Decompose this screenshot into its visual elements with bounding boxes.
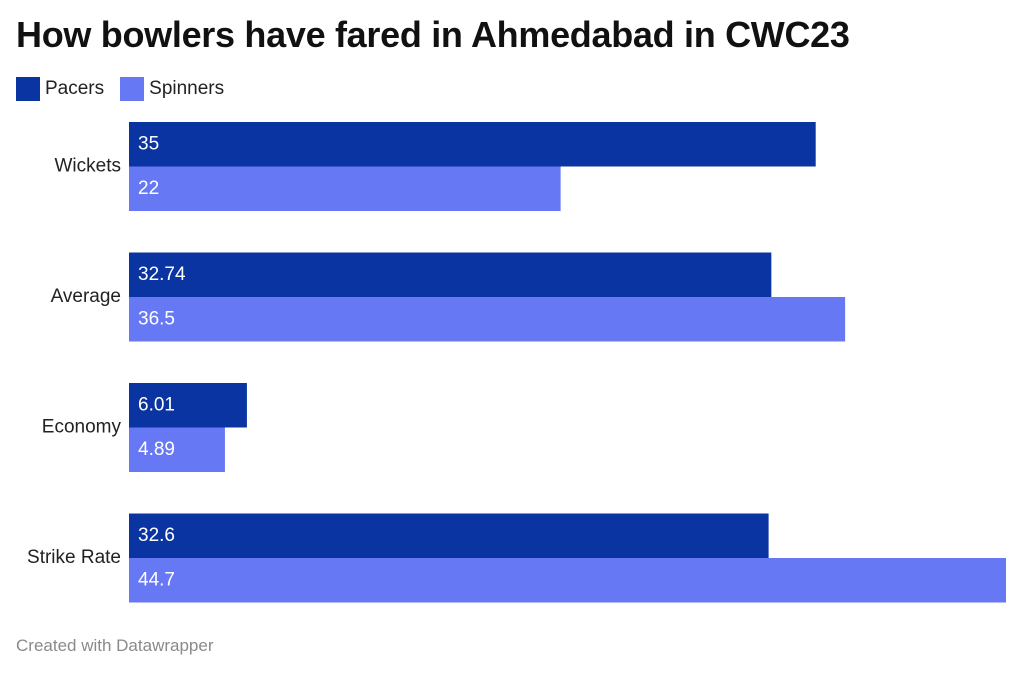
legend-swatch-pacers <box>16 77 40 101</box>
category-label-average: Average <box>51 286 121 307</box>
value-label-spinners-strike-rate: 44.7 <box>138 569 175 590</box>
value-label-pacers-average: 32.74 <box>138 264 186 285</box>
bar-pacers-economy <box>129 383 247 428</box>
legend-label-spinners: Spinners <box>149 78 225 99</box>
category-label-strike-rate: Strike Rate <box>27 547 121 568</box>
bar-pacers-average <box>129 252 772 297</box>
bar-spinners-wickets <box>129 166 561 211</box>
value-label-spinners-wickets: 22 <box>138 178 159 199</box>
value-label-spinners-average: 36.5 <box>138 308 175 329</box>
legend-swatch-spinners <box>120 77 145 101</box>
legend-item-pacers: Pacers <box>16 77 104 101</box>
value-label-pacers-wickets: 35 <box>138 133 159 154</box>
bar-spinners-strike-rate <box>129 558 1006 603</box>
value-label-pacers-economy: 6.01 <box>138 394 175 415</box>
chart-legend: Pacers Spinners <box>16 76 240 102</box>
footer-credit: Created with Datawrapper <box>16 636 214 655</box>
value-label-spinners-economy: 4.89 <box>138 439 175 460</box>
bar-pacers-wickets <box>129 122 816 167</box>
bar-spinners-average <box>129 297 846 342</box>
value-label-pacers-strike-rate: 32.6 <box>138 525 175 546</box>
category-label-wickets: Wickets <box>55 156 122 177</box>
category-label-economy: Economy <box>42 417 122 438</box>
bar-pacers-strike-rate <box>129 513 769 558</box>
bar-spinners-economy <box>129 427 225 472</box>
chart-title: How bowlers have fared in Ahmedabad in C… <box>16 14 850 55</box>
legend-item-spinners: Spinners <box>120 77 224 101</box>
legend-label-pacers: Pacers <box>45 78 105 99</box>
